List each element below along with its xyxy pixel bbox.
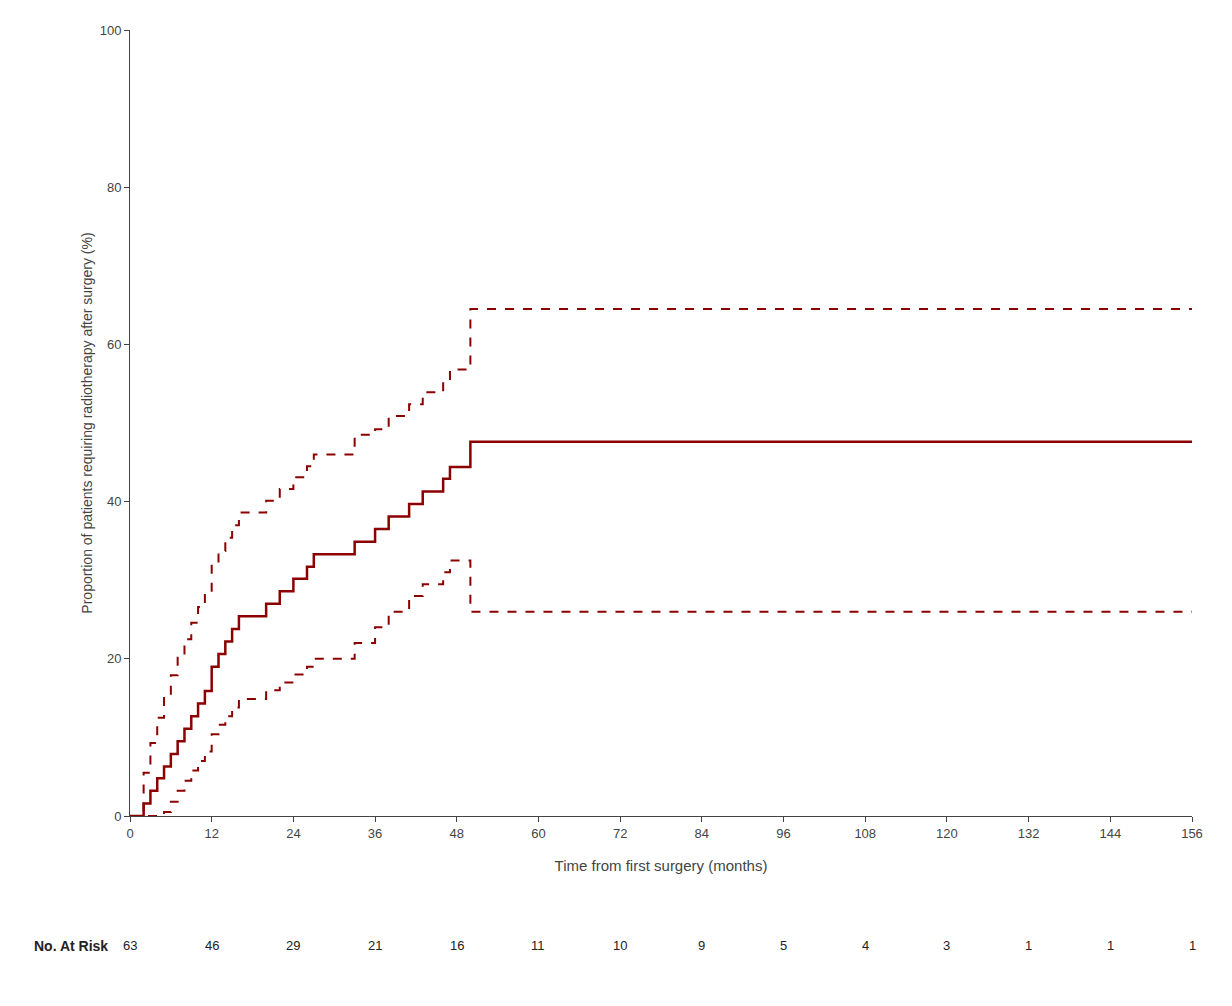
svg-text:21: 21 bbox=[368, 938, 382, 953]
svg-text:4: 4 bbox=[862, 938, 869, 953]
svg-text:12: 12 bbox=[204, 826, 218, 841]
svg-text:36: 36 bbox=[368, 826, 382, 841]
svg-text:63: 63 bbox=[123, 938, 137, 953]
svg-text:Time from first surgery (month: Time from first surgery (months) bbox=[555, 857, 768, 874]
svg-text:10: 10 bbox=[613, 938, 627, 953]
svg-text:3: 3 bbox=[943, 938, 950, 953]
svg-text:9: 9 bbox=[698, 938, 705, 953]
svg-text:80: 80 bbox=[107, 180, 121, 195]
svg-text:156: 156 bbox=[1181, 826, 1203, 841]
svg-text:Proportion of patients requiri: Proportion of patients requiring radioth… bbox=[79, 232, 95, 613]
svg-text:0: 0 bbox=[114, 809, 121, 824]
svg-text:29: 29 bbox=[286, 938, 300, 953]
svg-text:1: 1 bbox=[1189, 938, 1196, 953]
svg-text:1: 1 bbox=[1107, 938, 1114, 953]
svg-text:11: 11 bbox=[531, 938, 545, 953]
svg-text:120: 120 bbox=[936, 826, 958, 841]
svg-text:5: 5 bbox=[780, 938, 787, 953]
svg-text:60: 60 bbox=[531, 826, 545, 841]
svg-text:144: 144 bbox=[1099, 826, 1121, 841]
svg-text:108: 108 bbox=[854, 826, 876, 841]
svg-text:46: 46 bbox=[205, 938, 219, 953]
svg-text:96: 96 bbox=[776, 826, 790, 841]
svg-text:48: 48 bbox=[450, 826, 464, 841]
svg-text:84: 84 bbox=[695, 826, 709, 841]
svg-text:16: 16 bbox=[450, 938, 464, 953]
svg-text:132: 132 bbox=[1018, 826, 1040, 841]
svg-text:60: 60 bbox=[107, 337, 121, 352]
svg-text:100: 100 bbox=[100, 23, 122, 38]
svg-text:40: 40 bbox=[107, 494, 121, 509]
svg-text:72: 72 bbox=[613, 826, 627, 841]
svg-text:1: 1 bbox=[1025, 938, 1032, 953]
svg-text:0: 0 bbox=[126, 826, 133, 841]
svg-text:No. At Risk: No. At Risk bbox=[34, 938, 108, 954]
svg-text:24: 24 bbox=[286, 826, 300, 841]
svg-text:20: 20 bbox=[107, 651, 121, 666]
